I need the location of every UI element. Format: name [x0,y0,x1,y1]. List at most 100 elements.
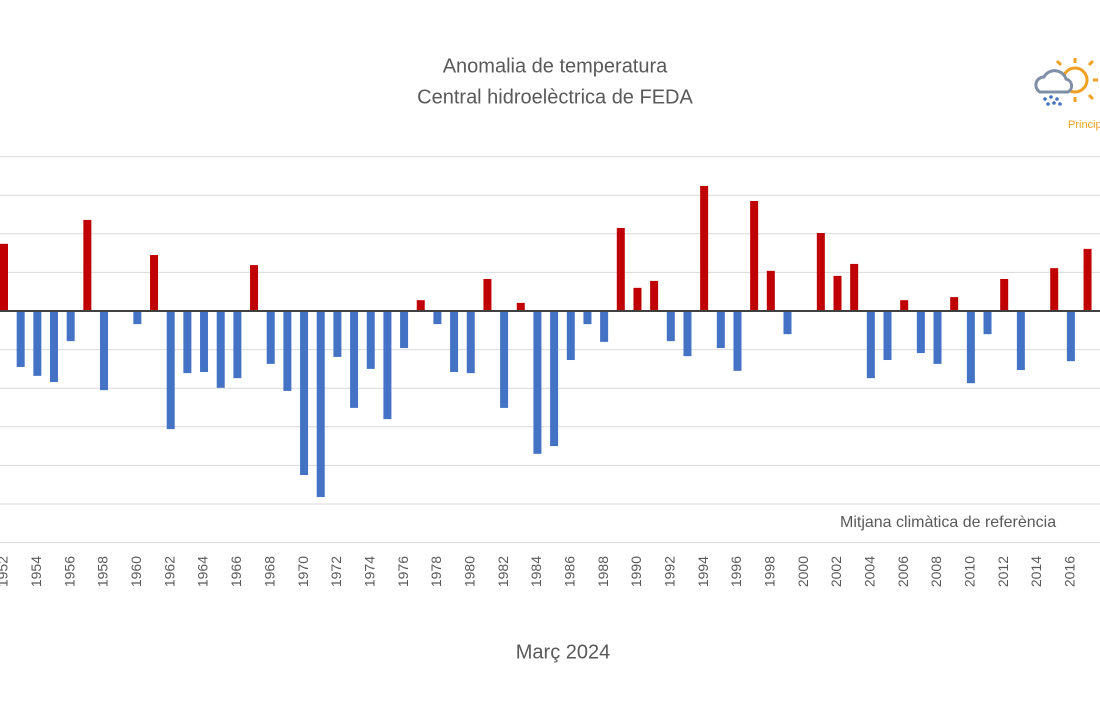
bar [233,311,242,379]
chart-title: Anomalia de temperatura [443,55,668,77]
bar [216,311,225,388]
bar [583,311,592,325]
bar [533,311,542,454]
annotation: Mitjana climàtica de referència [840,514,1056,531]
x-tick-label: 1968 [261,556,277,587]
bar [633,287,642,311]
x-tick-label: 1970 [295,556,311,587]
bar [16,311,25,367]
bar [183,311,192,374]
x-tick-label: 1976 [395,556,411,587]
bar [250,265,259,311]
x-tick-label: 1964 [195,556,211,587]
bar [1016,311,1025,371]
bar [900,300,909,311]
x-tick-label: 1956 [61,556,77,587]
bar [400,311,409,349]
logo-rays [1055,58,1098,102]
x-tick-label: 1994 [695,556,711,587]
bar [816,233,825,311]
bar [850,263,859,311]
bar [466,311,475,374]
bar [883,311,892,361]
x-tick-label: 1986 [561,556,577,587]
x-tick-label: 1992 [662,556,678,587]
bar [666,311,675,342]
logo-rain [1043,95,1062,106]
x-tick-label: 2012 [995,556,1011,587]
x-tick-label: 2014 [1028,556,1044,587]
bar [133,311,142,325]
bar [766,270,775,311]
logo-text: Princip [1068,119,1100,131]
bar [550,311,559,447]
bar [733,311,742,371]
bar [616,228,625,311]
bar [916,311,925,354]
bar [1000,278,1009,311]
bar [700,185,709,311]
bar [100,311,109,391]
x-tick-label: 2010 [962,556,978,587]
bar [783,311,792,335]
bar [366,311,375,369]
bar [450,311,459,372]
x-tick-label: 1982 [495,556,511,587]
bar [566,311,575,361]
bar [333,311,342,357]
bar [950,297,959,311]
bar [866,311,875,379]
x-tick-label: 2008 [928,556,944,587]
bar [983,311,992,335]
chart-subtitle: Central hidroelèctrica de FEDA [417,86,693,108]
bar [650,280,659,311]
bar [833,275,842,311]
x-tick-label: 1984 [528,556,544,587]
x-tick-label: 1960 [128,556,144,587]
logo: Princip [1034,58,1100,131]
x-tick-label: 1998 [762,556,778,587]
x-tick-label: 1958 [95,556,111,587]
x-tick-label: 2002 [828,556,844,587]
bar [316,311,325,498]
bar [150,255,159,311]
x-tick-label: 2000 [795,556,811,587]
bar [200,311,209,372]
x-tick-label: 1980 [461,556,477,587]
x-tick-label: 1988 [595,556,611,587]
x-tick-label: 1952 [0,556,11,587]
bar [0,243,8,311]
x-tick-label: 1996 [728,556,744,587]
bar [416,300,425,311]
bar [683,311,692,357]
x-tick-label: 1978 [428,556,444,587]
bar [350,311,359,408]
bar [50,311,59,383]
bar [383,311,392,420]
bar [433,311,442,325]
bar [600,311,609,342]
bar [83,219,92,311]
bar [283,311,292,391]
x-tick-label: 2016 [1062,556,1078,587]
x-tick-label: 1974 [361,556,377,587]
bar [516,302,525,311]
bar [1050,268,1059,311]
bar [966,311,975,384]
x-tick-label: 1990 [628,556,644,587]
x-tick-label: 2004 [862,556,878,587]
x-axis-label: Març 2024 [516,641,611,663]
bar [483,278,492,311]
bar [66,311,75,342]
bar [33,311,42,376]
x-tick-label: 1972 [328,556,344,587]
bar [1083,248,1092,311]
bar [166,311,175,430]
bar [266,311,275,364]
x-tick-label: 2006 [895,556,911,587]
logo-cloud [1034,69,1074,94]
bar [300,311,309,476]
x-tick-label: 1966 [228,556,244,587]
bar [933,311,942,364]
